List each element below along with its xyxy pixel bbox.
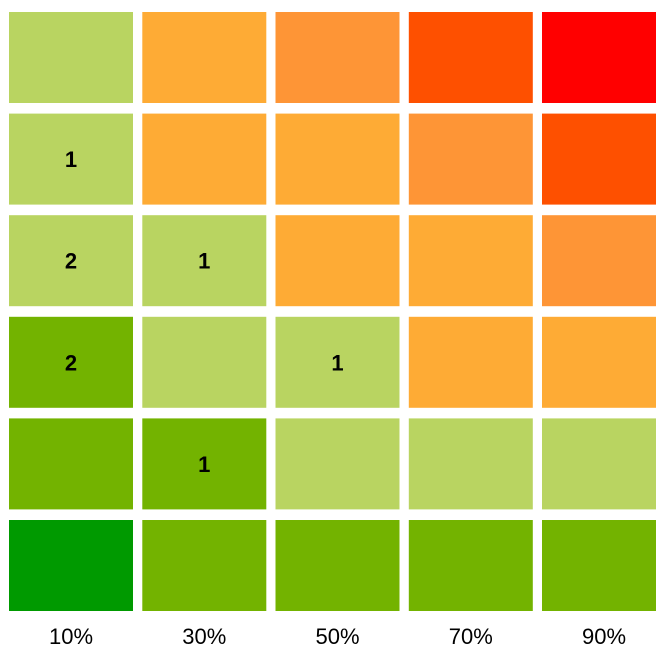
cell-count-label-r2-c1: 1	[65, 147, 77, 172]
heatmap-cell-r1-c1	[9, 12, 133, 103]
x-tick-label: 30%	[182, 624, 226, 649]
cell-count-label-r3-c2: 1	[198, 249, 210, 274]
heatmap-cell-r6-c1	[9, 520, 133, 611]
heatmap-cell-r1-c5	[542, 12, 656, 103]
heatmap-cell-r2-c2	[142, 113, 267, 205]
heatmap-cell-r2-c4	[408, 113, 533, 205]
heatmap-cell-r3-c1	[9, 215, 133, 307]
heatmap-cell-r4-c2	[142, 316, 267, 408]
heatmap-cell-r2-c5	[542, 113, 656, 205]
heatmap-cell-r4-c3	[275, 316, 400, 408]
heatmap-cell-r3-c2	[142, 215, 267, 307]
heatmap-cell-r2-c1	[9, 113, 133, 205]
heatmap-cell-r4-c4	[408, 316, 533, 408]
heatmap-cell-r5-c4	[408, 418, 533, 510]
heatmap-cell-r5-c2	[142, 418, 267, 510]
heatmap-cell-r1-c2	[142, 12, 267, 103]
x-tick-label: 10%	[49, 624, 93, 649]
heatmap-cell-r6-c2	[142, 520, 267, 611]
heatmap-cell-r5-c3	[275, 418, 400, 510]
heatmap-cell-r6-c3	[275, 520, 400, 611]
cell-count-label-r4-c1: 2	[65, 350, 77, 375]
heatmap-cell-r3-c4	[408, 215, 533, 307]
heatmap-cell-r1-c4	[408, 12, 533, 103]
heatmap-cell-r6-c5	[542, 520, 656, 611]
heatmap-cell-r1-c3	[275, 12, 400, 103]
heatmap-cell-r5-c5	[542, 418, 656, 510]
heatmap-cell-r2-c3	[275, 113, 400, 205]
heatmap-cell-r3-c5	[542, 215, 656, 307]
x-tick-label: 70%	[449, 624, 493, 649]
heatmap-cell-r4-c5	[542, 316, 656, 408]
cell-count-label-r4-c3: 1	[331, 350, 343, 375]
heatmap-cell-r4-c1	[9, 316, 133, 408]
x-tick-label: 90%	[582, 624, 626, 649]
heatmap-cell-r6-c4	[408, 520, 533, 611]
cell-count-label-r5-c2: 1	[198, 452, 210, 477]
heatmap-cell-r3-c3	[275, 215, 400, 307]
heatmap-cell-r5-c1	[9, 418, 133, 510]
x-tick-label: 50%	[315, 624, 359, 649]
cell-count-label-r3-c1: 2	[65, 249, 77, 274]
